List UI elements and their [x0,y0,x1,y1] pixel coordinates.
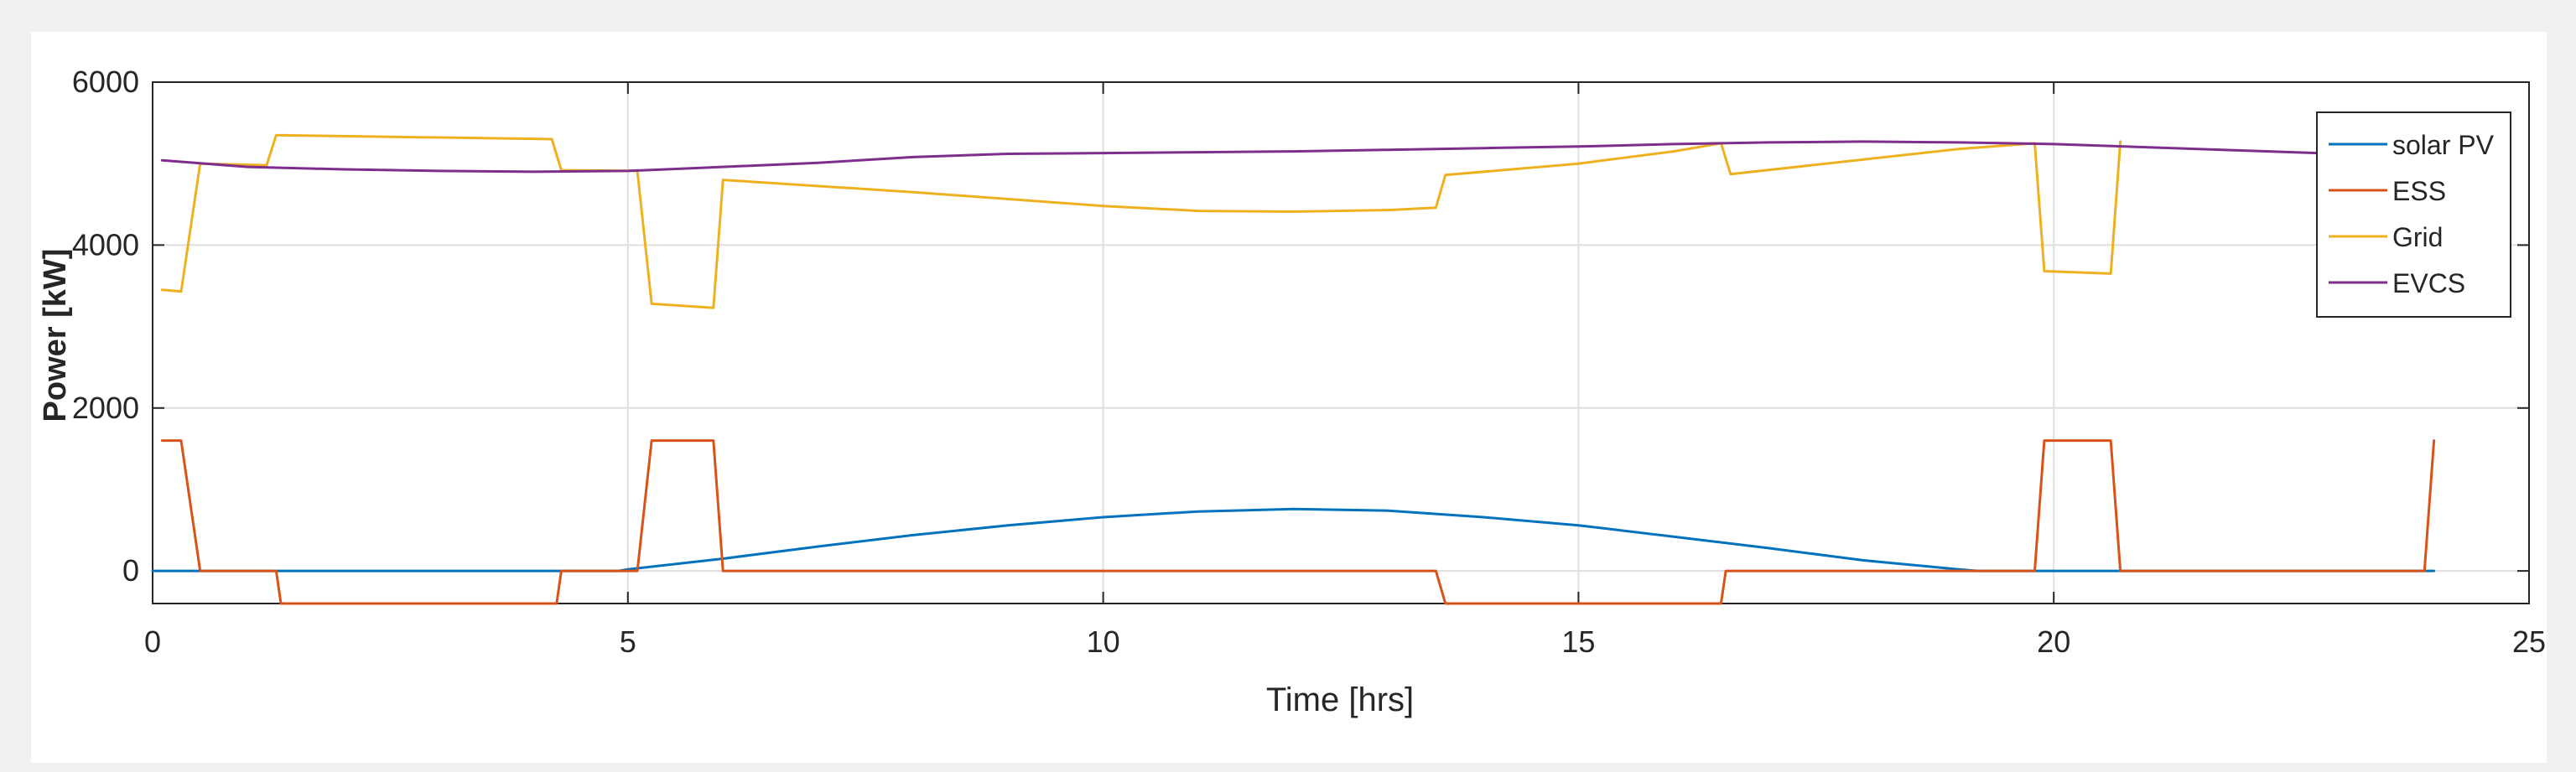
y-tick-label: 0 [122,553,139,588]
x-tick-label: 20 [2037,624,2070,659]
legend-label: solar PV [2392,130,2495,160]
legend-label: ESS [2392,176,2446,206]
series-line-2 [160,133,2122,309]
series-lines [151,133,2436,605]
legend-label: Grid [2392,222,2443,252]
series-line-1 [160,439,2436,605]
x-axis-label: Time [hrs] [1266,681,1414,718]
x-tick-label: 10 [1087,624,1120,659]
x-tick-label: 15 [1561,624,1595,659]
figure-panel [31,32,2547,763]
y-tick-label: 6000 [72,65,139,99]
y-tick-label: 4000 [72,227,139,262]
legend: solar PV ESS Grid EVCS [2316,111,2511,318]
x-tick-label: 5 [620,624,636,659]
y-axis-label: Power [kW] [38,249,73,422]
axes [152,81,2530,604]
tick-labels: 0 5 10 15 20 25 0 2000 4000 6000 [72,65,2546,659]
y-tick-label: 2000 [72,391,139,425]
series-line-3 [160,140,2436,174]
plot-area-frame [152,81,2530,604]
x-tick-label: 25 [2512,624,2546,659]
legend-label: EVCS [2392,268,2465,298]
x-tick-label: 0 [144,624,161,659]
